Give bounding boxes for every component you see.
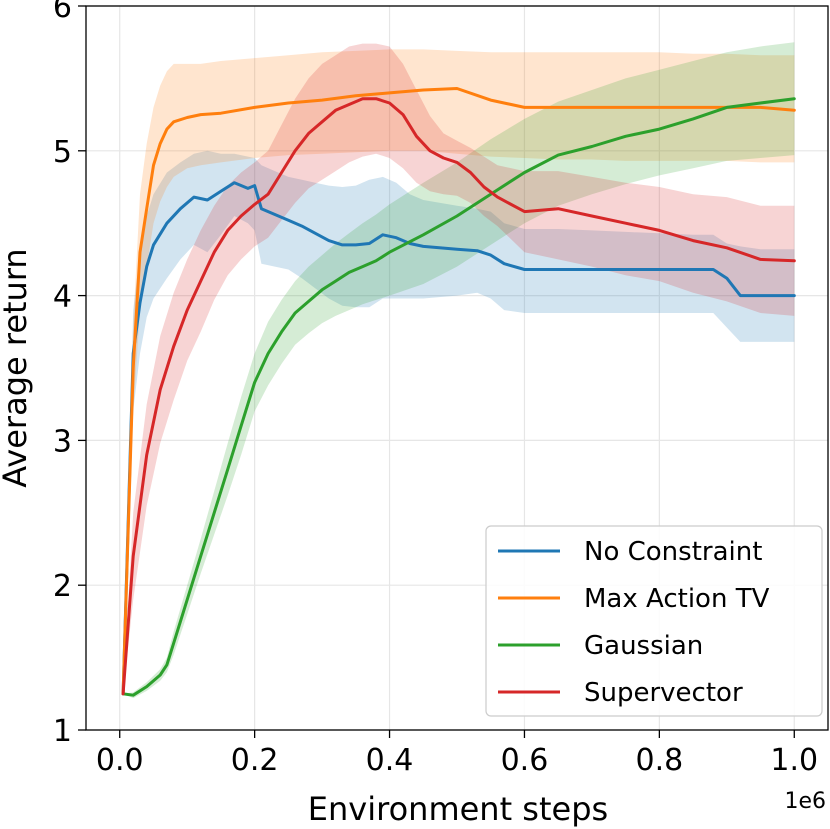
legend-label-gaussian: Gaussian <box>584 631 703 661</box>
legend: No Constraint Max Action TV Gaussian Superv… <box>485 525 823 717</box>
y-tick-label: 6 <box>53 0 72 25</box>
legend-frame <box>485 525 823 717</box>
band-supervector <box>123 43 795 694</box>
y-tick-label: 1 <box>53 714 72 749</box>
x-tick-label: 0.8 <box>636 743 684 778</box>
line-max-action-tv <box>121 87 796 696</box>
line-supervector <box>121 97 796 696</box>
line-no-constraint <box>121 181 796 696</box>
x-tick-label: 1.0 <box>770 743 818 778</box>
x-axis-label: Environment steps <box>308 790 608 828</box>
y-tick-label: 3 <box>53 424 72 459</box>
y-tick-label: 2 <box>53 569 72 604</box>
band-max-action-tv <box>123 49 795 694</box>
band-no-constraint <box>123 150 795 694</box>
line-gaussian <box>121 97 796 697</box>
legend-label-supervector: Supervector <box>584 678 743 708</box>
legend-label-no-constraint: No Constraint <box>584 537 762 567</box>
plot-frame <box>85 5 829 731</box>
legend-label-max-action-tv: Max Action TV <box>584 584 770 614</box>
y-tick-label: 5 <box>53 135 72 170</box>
x-tick-label: 0.2 <box>231 743 279 778</box>
x-tick-label: 0.6 <box>501 743 549 778</box>
y-tick-label: 4 <box>53 280 72 315</box>
y-axis-label: Average return <box>0 248 34 487</box>
axis-ticks: 0.0 0.2 0.4 0.6 0.8 1.0 1 2 3 4 5 6 <box>53 0 818 778</box>
x-offset-label: 1e6 <box>784 789 826 814</box>
x-tick-label: 0.4 <box>366 743 414 778</box>
series-lines <box>121 87 796 697</box>
x-tick-label: 0.0 <box>96 743 144 778</box>
